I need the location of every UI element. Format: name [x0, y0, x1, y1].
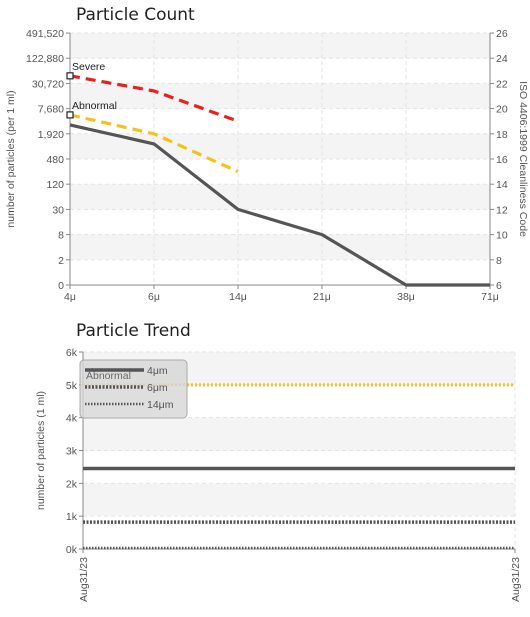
chart1-ytick-label: 1,920	[38, 129, 64, 141]
chart1-y2tick-label: 14	[496, 179, 508, 191]
chart1-ytick-label: 120	[46, 179, 64, 191]
chart2-legend-overlay-text: Abnormal	[86, 370, 131, 382]
chart1-ytick-label: 8	[58, 230, 64, 242]
chart1-ytick-label: 480	[46, 154, 64, 166]
chart1-y2tick-label: 18	[496, 129, 508, 141]
chart1-grid-band	[70, 33, 490, 59]
chart2-ytick-label: 6k	[66, 347, 78, 359]
chart1-y2tick-label: 10	[496, 230, 508, 242]
chart2-ytick-label: 1k	[66, 511, 78, 523]
chart1-series-severe-marker	[66, 72, 74, 80]
chart1-xtick-label: 38μ	[397, 291, 415, 303]
chart1-series-severe-line	[69, 74, 239, 123]
chart1-ytick-label: 0	[58, 280, 64, 292]
chart2-ytick-label: 2k	[66, 478, 78, 490]
chart1-ytick-label: 30,720	[32, 78, 64, 90]
chart1-ytick-label: 122,880	[26, 53, 64, 65]
chart2-ytick-label: 0k	[66, 544, 78, 556]
chart1-y2tick-label: 24	[496, 53, 508, 65]
chart1-ytick-label: 491,520	[26, 28, 64, 40]
chart1-series-abnormal-label: Abnormal	[72, 100, 117, 112]
chart1-grid-band	[70, 184, 490, 210]
chart2-xtick-label: Aug31/23	[78, 557, 90, 602]
chart1-xtick-label: 14μ	[229, 291, 247, 303]
chart2-xtick-label: Aug31/23	[510, 557, 522, 602]
chart2-title: Particle Trend	[76, 321, 191, 341]
chart1-series-abnormal-marker	[66, 111, 74, 119]
chart1-y2tick-label: 16	[496, 154, 508, 166]
chart2-legend: 4μm 6μm 14μm Abnormal	[79, 359, 188, 419]
chart1-xtick-label: 71μ	[481, 291, 499, 303]
chart2-ylabel: number of particles (1 ml)	[35, 391, 47, 510]
chart1-title: Particle Count	[76, 5, 195, 25]
chart1-xtick-label: 21μ	[313, 291, 331, 303]
chart1-y2tick-label: 20	[496, 104, 508, 116]
chart1-series-measured-line	[69, 123, 490, 287]
chart1-ytick-label: 2	[58, 255, 64, 267]
chart1-ylabel: number of particles (per 1 ml)	[5, 90, 17, 227]
chart1-y2tick-label: 8	[496, 255, 502, 267]
chart2-legend-label-4um: 4μm	[147, 365, 168, 377]
chart1-y2label: ISO 4406:1999 Cleanliness Code	[517, 81, 529, 237]
chart1-y2tick-label: 6	[496, 280, 502, 292]
chart2-ytick-label: 3k	[66, 446, 78, 458]
chart1-y2tick-label: 26	[496, 28, 508, 40]
chart2-ytick-label: 4k	[66, 413, 78, 425]
chart1-grid-band	[70, 234, 490, 260]
chart1-xtick-label: 4μ	[64, 291, 76, 303]
chart1-grid-band	[70, 133, 490, 159]
chart1-ytick-label: 30	[52, 204, 64, 216]
chart1-y2tick-label: 12	[496, 204, 508, 216]
chart1-series-severe-label: Severe	[72, 61, 105, 73]
chart2-ytick-label: 5k	[66, 380, 78, 392]
chart2-legend-label-14um: 14μm	[147, 399, 174, 411]
chart2-grid-band	[83, 483, 515, 517]
chart1-xtick-label: 6μ	[148, 291, 160, 303]
chart2-grid-band	[83, 417, 515, 451]
chart1-series-abnormal-line	[69, 113, 239, 174]
chart1-y2tick-label: 22	[496, 78, 508, 90]
chart1-ytick-label: 7,680	[38, 104, 64, 116]
chart2-legend-label-6um: 6μm	[147, 382, 168, 394]
